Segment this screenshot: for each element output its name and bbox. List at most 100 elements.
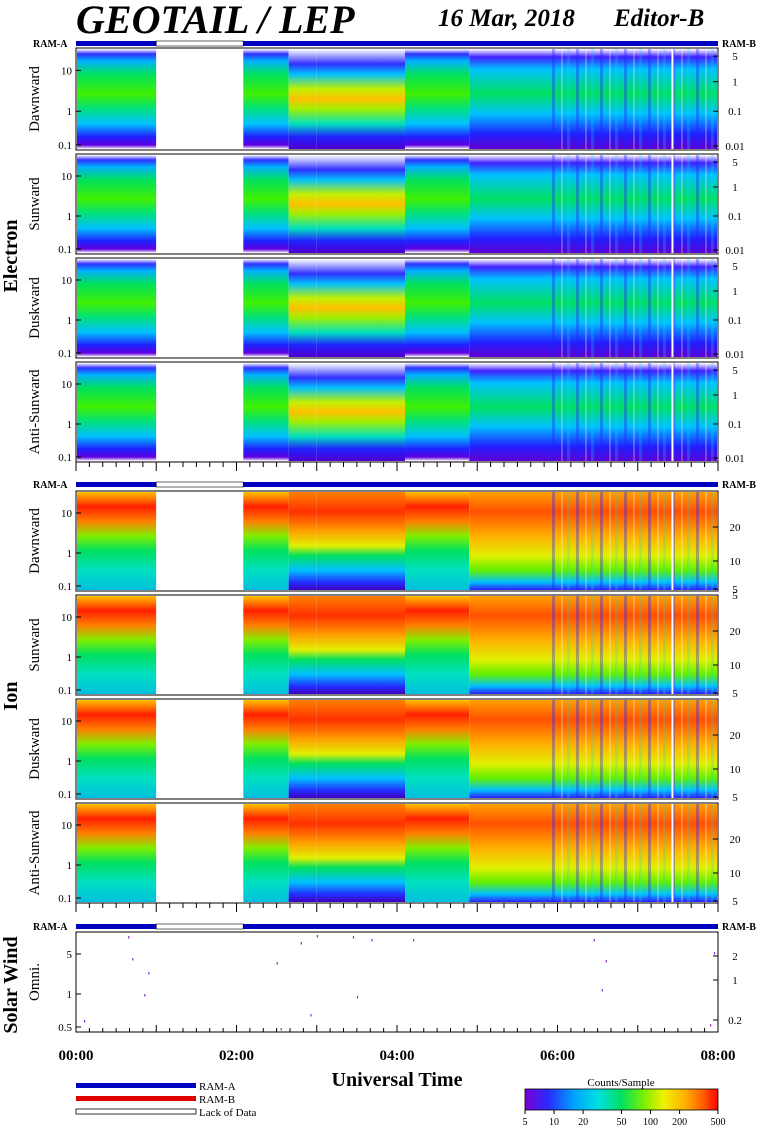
left-tick-label: 1 xyxy=(67,756,73,768)
time-tick-label: 00:00 xyxy=(59,1048,94,1064)
left-tick-label: 0.1 xyxy=(58,348,72,360)
data-gap xyxy=(156,492,244,590)
spectrogram-segment xyxy=(77,155,157,253)
left-tick-label: 1 xyxy=(67,989,73,1001)
left-tick-label: 0.1 xyxy=(58,685,72,697)
time-tick-label: 08:00 xyxy=(701,1048,736,1064)
panel-border xyxy=(75,257,719,359)
panel-electron-anti-sunward: 10 1 0.1 5 1 0.1 0.01 Anti-Sunward xyxy=(27,361,745,471)
spectrogram-segment xyxy=(243,492,289,590)
left-tick-label: 10 xyxy=(61,171,73,183)
right-tick-label: 20 xyxy=(730,626,742,638)
panel-border xyxy=(75,594,719,696)
spectrogram-segment xyxy=(316,49,406,149)
left-tick-label: 0.5 xyxy=(58,1022,72,1034)
x-axis-label: Universal Time xyxy=(332,1069,463,1091)
legend-label-ram-b: RAM-B xyxy=(199,1094,235,1106)
right-tick-label: 0.1 xyxy=(728,106,742,118)
data-dropout xyxy=(671,492,674,590)
colorbar-tick-label: 500 xyxy=(711,1117,726,1128)
right-tick-label: 5 xyxy=(732,896,738,908)
solar-wind-point xyxy=(709,1024,712,1027)
right-tick-label: 1 xyxy=(732,77,738,89)
spectrogram-segment xyxy=(405,363,470,461)
solar-wind-point xyxy=(316,935,318,938)
ram-gap-solar-wind xyxy=(155,923,244,930)
right-tick-label: 5 xyxy=(732,584,738,596)
colorbar-tick-label: 50 xyxy=(617,1117,627,1128)
colorbar-tick-label: 100 xyxy=(643,1117,658,1128)
spectrogram-segment xyxy=(77,49,157,149)
section-label-ion: Ion xyxy=(0,682,22,711)
ram-gap-ion xyxy=(155,481,244,488)
ram-label-left-solar-wind: RAM-A xyxy=(33,922,68,933)
colorbar-title: Counts/Sample xyxy=(587,1077,654,1089)
panel-label: Dawnward xyxy=(27,508,43,574)
left-tick-label: 10 xyxy=(61,612,73,624)
legend: RAM-A RAM-B Lack of Data xyxy=(75,1081,257,1119)
right-tick-label: 1 xyxy=(732,390,738,402)
panel-border xyxy=(75,490,719,592)
panel-border xyxy=(75,698,719,800)
solar-wind-point xyxy=(601,989,603,992)
solar-wind-point xyxy=(352,936,355,939)
spectrogram-texture xyxy=(549,49,717,149)
colorbar-gradient xyxy=(524,1088,719,1111)
legend-label-lack: Lack of Data xyxy=(199,1107,257,1119)
right-tick-label: 0.1 xyxy=(728,211,742,223)
spectrogram-segment xyxy=(405,596,470,694)
spectrogram-segment xyxy=(316,700,406,798)
left-tick-label: 1 xyxy=(67,860,73,872)
legend-swatch-ram-a xyxy=(76,1083,196,1088)
left-tick-label: 1 xyxy=(67,315,73,327)
spectrogram-segment xyxy=(288,596,317,694)
panels-group: RAM-A RAM-B RAM-A RAM-B RAM-A RAM-B 10 1 0.1 5 1 0.… xyxy=(27,39,756,1034)
left-tick-label: 0.1 xyxy=(58,244,72,256)
solar-wind-point xyxy=(128,936,130,939)
colorbar-tick-label: 10 xyxy=(549,1117,559,1128)
right-tick-label: 2 xyxy=(732,951,738,963)
spectrogram-segment xyxy=(243,596,289,694)
data-dropout xyxy=(671,49,674,149)
spectrogram-segment xyxy=(77,700,157,798)
right-tick-label: 0.01 xyxy=(725,349,744,361)
left-tick-label: 1 xyxy=(67,419,73,431)
panel-label: Dawnward xyxy=(27,66,43,132)
spectrogram-segment xyxy=(243,155,289,253)
colorbar: Counts/Sample 5 10 20 50 100 200 500 xyxy=(523,1077,726,1128)
right-tick-label: 5 xyxy=(732,261,738,273)
data-dropout xyxy=(671,259,674,357)
spectrogram-segment xyxy=(469,596,550,694)
spectrogram-segment xyxy=(316,259,406,357)
spectrogram-segment xyxy=(288,492,317,590)
data-dropout xyxy=(671,155,674,253)
time-axis: 00:00 02:00 04:00 06:00 08:00 xyxy=(59,1025,736,1064)
right-tick-label: 1 xyxy=(732,975,738,987)
data-gap xyxy=(156,804,244,902)
ram-bar-solar-wind xyxy=(76,924,718,929)
solar-wind-point xyxy=(356,996,359,999)
solar-wind-point xyxy=(413,939,415,942)
panel-ion-duskward: 10 1 0.1 20 10 5 Duskward xyxy=(27,698,741,804)
right-tick-label: 0.01 xyxy=(725,141,744,153)
spectrogram-texture xyxy=(549,259,717,357)
spectrogram-segment xyxy=(469,259,550,357)
panel-label: Sunward xyxy=(27,177,43,231)
ram-bar-ion xyxy=(76,482,718,487)
data-dropout xyxy=(671,363,674,461)
section-label-electron: Electron xyxy=(0,220,22,293)
spectrogram-segment xyxy=(243,804,289,902)
panel-electron-dawnward: 10 1 0.1 5 1 0.1 0.01 Dawnward xyxy=(27,47,745,153)
right-tick-label: 0.01 xyxy=(725,453,744,465)
time-tick-label: 06:00 xyxy=(540,1048,575,1064)
left-tick-label: 0.1 xyxy=(58,789,72,801)
right-tick-label: 20 xyxy=(730,522,742,534)
spectrogram-segment xyxy=(405,155,470,253)
right-tick-label: 10 xyxy=(730,660,742,672)
left-tick-label: 1 xyxy=(67,652,73,664)
ram-label-right-solar-wind: RAM-B xyxy=(722,922,756,933)
spectrogram-segment xyxy=(288,700,317,798)
spectrogram-segment xyxy=(405,700,470,798)
spectrogram-segment xyxy=(77,804,157,902)
spectrogram-texture xyxy=(549,492,717,590)
